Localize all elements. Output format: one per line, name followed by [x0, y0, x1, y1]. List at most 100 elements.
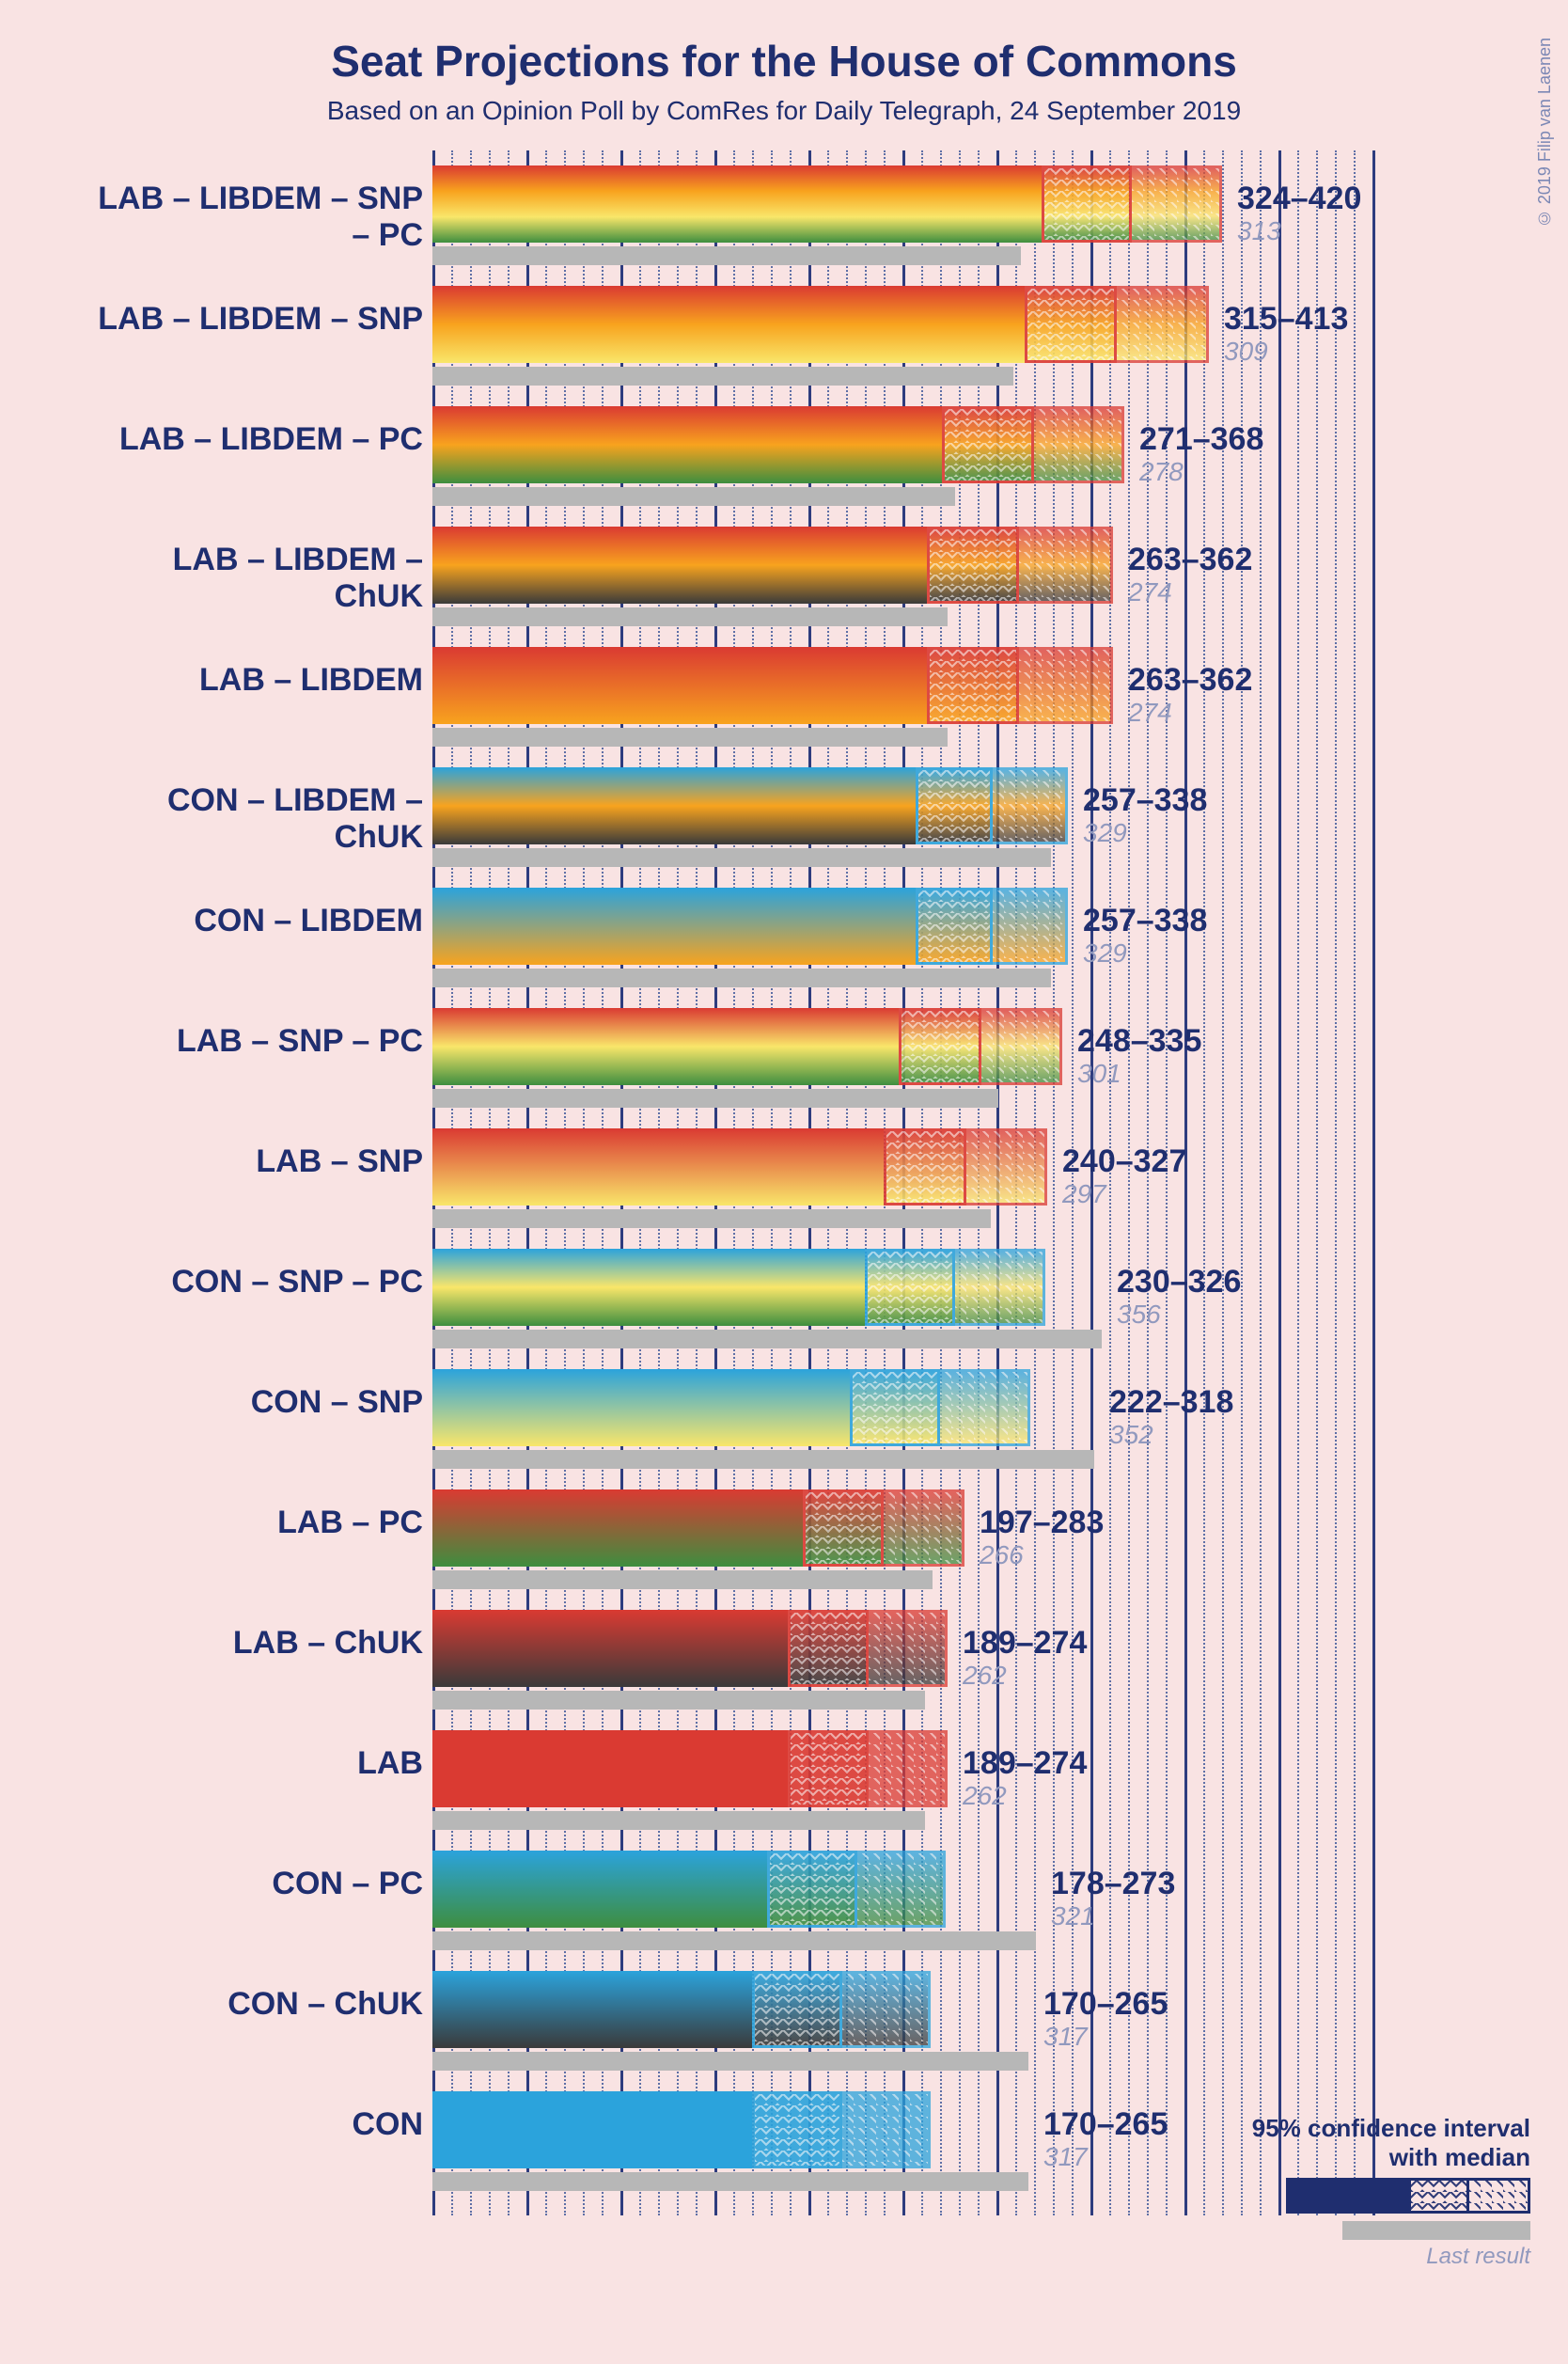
bar-previous: [432, 1811, 925, 1830]
bar-ci-lower: [752, 2091, 842, 2168]
value-previous: 309: [1224, 337, 1268, 367]
legend-ci-line2: with median: [1211, 2143, 1530, 2172]
value-range: 257–338: [1083, 903, 1207, 939]
bar-ci-upper: [842, 1971, 931, 2048]
value-range: 189–274: [963, 1625, 1087, 1662]
value-range: 315–413: [1224, 301, 1348, 338]
value-previous: 297: [1062, 1179, 1106, 1209]
coalition-label: LAB – LIBDEM: [75, 662, 423, 699]
coalition-label: LAB – SNP – PC: [75, 1023, 423, 1060]
bar-ci-lower: [1042, 165, 1132, 243]
bar-ci-lower: [788, 1610, 869, 1687]
value-range: 170–265: [1043, 1986, 1168, 2023]
bar-solid: [432, 2091, 752, 2168]
value-range: 178–273: [1051, 1866, 1175, 1902]
value-previous: 301: [1077, 1059, 1121, 1089]
coalition-row: LAB – LIBDEM – ChUK263–362274: [75, 521, 1493, 634]
coalition-row: CON – PC178–273321: [75, 1845, 1493, 1958]
bar-solid: [432, 1851, 767, 1928]
bar-ci-upper: [1132, 165, 1222, 243]
bar-ci-lower: [1025, 286, 1117, 363]
bar-ci-upper: [857, 1851, 946, 1928]
value-range: 230–326: [1117, 1264, 1241, 1300]
bar-solid: [432, 767, 916, 844]
coalition-row: CON – SNP222–318352: [75, 1363, 1493, 1476]
bar-solid: [432, 1730, 788, 1807]
bar-previous: [432, 367, 1013, 386]
value-range: 257–338: [1083, 782, 1207, 819]
bar-ci-lower: [942, 406, 1034, 483]
legend-ci-line1: 95% confidence interval: [1211, 2114, 1530, 2143]
coalition-label: CON – SNP – PC: [75, 1264, 423, 1300]
coalition-label: LAB: [75, 1745, 423, 1782]
coalition-row: LAB – SNP240–327297: [75, 1123, 1493, 1236]
bar-ci-lower: [788, 1730, 869, 1807]
bar-solid: [432, 888, 916, 965]
coalition-row: LAB – ChUK189–274262: [75, 1604, 1493, 1717]
coalition-label: LAB – ChUK: [75, 1625, 423, 1662]
coalition-label: LAB – LIBDEM – ChUK: [75, 542, 423, 615]
bar-previous: [432, 1209, 991, 1228]
legend-prev-swatch: [1342, 2221, 1530, 2240]
bar-previous: [432, 728, 948, 747]
bar-ci-upper: [884, 1489, 964, 1567]
coalition-label: LAB – LIBDEM – SNP: [75, 301, 423, 338]
bar-ci-lower: [899, 1008, 981, 1085]
bar-solid: [432, 165, 1042, 243]
bar-solid: [432, 647, 927, 724]
bar-ci-lower: [767, 1851, 857, 1928]
value-range: 263–362: [1128, 662, 1252, 699]
bar-previous: [432, 1089, 998, 1108]
bar-solid: [432, 1369, 850, 1446]
bar-ci-upper: [966, 1128, 1047, 1206]
coalition-label: LAB – LIBDEM – PC: [75, 421, 423, 458]
value-range: 271–368: [1139, 421, 1263, 458]
coalition-label: CON: [75, 2106, 423, 2143]
coalition-label: CON – PC: [75, 1866, 423, 1902]
chart-subtitle: Based on an Opinion Poll by ComRes for D…: [0, 96, 1568, 126]
bar-previous: [432, 1450, 1094, 1469]
bar-previous: [432, 607, 948, 626]
bar-previous: [432, 969, 1051, 987]
coalition-label: LAB – PC: [75, 1505, 423, 1541]
bar-ci-upper: [1019, 527, 1113, 604]
value-range: 189–274: [963, 1745, 1087, 1782]
bar-ci-upper: [940, 1369, 1030, 1446]
value-previous: 317: [1043, 2142, 1088, 2172]
coalition-label: CON – SNP: [75, 1384, 423, 1421]
chart-area: LAB – LIBDEM – SNP – PC324–420313LAB – L…: [75, 150, 1493, 2247]
bar-ci-lower: [916, 767, 993, 844]
value-range: 240–327: [1062, 1143, 1186, 1180]
value-previous: 329: [1083, 818, 1127, 848]
bar-solid: [432, 527, 927, 604]
bar-ci-lower: [916, 888, 993, 965]
bar-previous: [432, 487, 955, 506]
value-range: 222–318: [1109, 1384, 1233, 1421]
coalition-label: CON – LIBDEM – ChUK: [75, 782, 423, 856]
bar-ci-lower: [927, 527, 1019, 604]
bar-solid: [432, 1610, 788, 1687]
bar-previous: [432, 848, 1051, 867]
bar-ci-upper: [955, 1249, 1045, 1326]
bar-previous: [432, 1931, 1036, 1950]
bar-ci-lower: [927, 647, 1019, 724]
coalition-row: CON – LIBDEM257–338329: [75, 882, 1493, 995]
bar-ci-upper: [981, 1008, 1062, 1085]
chart-title: Seat Projections for the House of Common…: [0, 0, 1568, 87]
bar-previous: [432, 246, 1021, 265]
coalition-row: CON – ChUK170–265317: [75, 1965, 1493, 2078]
bar-ci-upper: [842, 2091, 931, 2168]
bar-solid: [432, 286, 1025, 363]
bar-ci-upper: [1117, 286, 1209, 363]
bar-ci-lower: [884, 1128, 966, 1206]
legend: 95% confidence interval with median Last…: [1211, 2114, 1530, 2270]
bar-ci-upper: [993, 888, 1068, 965]
bar-ci-lower: [865, 1249, 955, 1326]
bar-ci-upper: [993, 767, 1068, 844]
bar-ci-upper: [869, 1730, 948, 1807]
bar-previous: [432, 2172, 1028, 2191]
value-previous: 278: [1139, 457, 1184, 487]
bar-ci-lower: [850, 1369, 940, 1446]
coalition-label: LAB – LIBDEM – SNP – PC: [75, 181, 423, 254]
value-range: 197–283: [980, 1505, 1104, 1541]
